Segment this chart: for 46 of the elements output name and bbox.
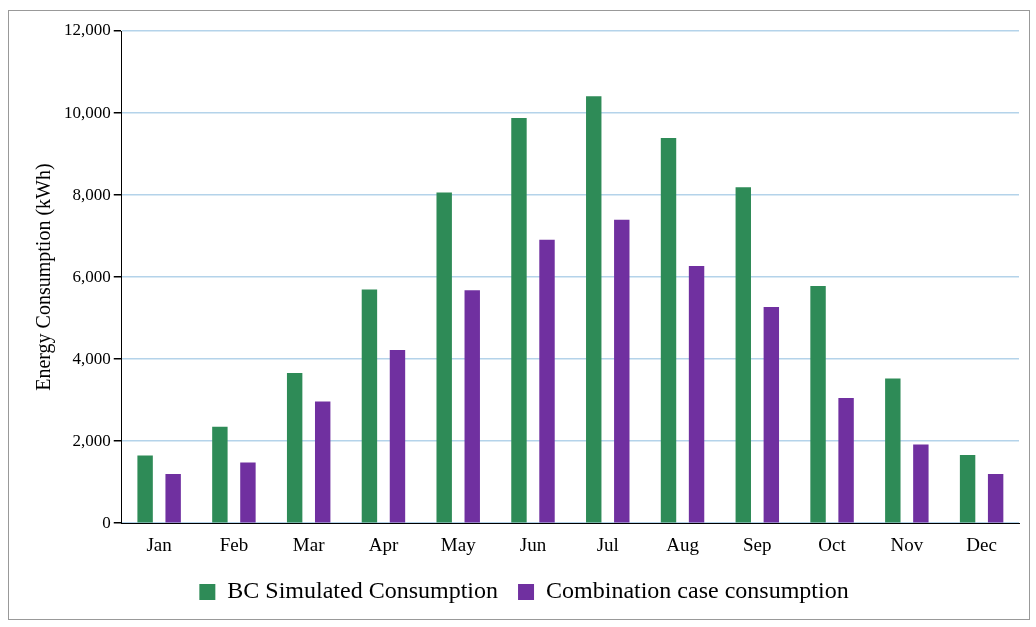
y-tick-label: 4,000 bbox=[72, 348, 111, 368]
x-tick-label: Jul bbox=[596, 533, 619, 555]
bar bbox=[436, 192, 452, 523]
bar bbox=[614, 219, 630, 523]
y-axis-title: Energy Consumption (kWh) bbox=[32, 163, 56, 391]
y-tick-label: 10,000 bbox=[64, 102, 111, 122]
bar bbox=[165, 473, 181, 523]
bar bbox=[735, 187, 751, 523]
legend-label: BC Simulated Consumption bbox=[227, 577, 499, 604]
bar bbox=[389, 350, 406, 523]
x-tick-label: Aug bbox=[666, 533, 700, 555]
y-tick-label: 6,000 bbox=[72, 266, 111, 286]
bar bbox=[464, 290, 480, 523]
bar bbox=[240, 462, 256, 523]
x-tick-label: May bbox=[440, 533, 477, 555]
bar bbox=[913, 444, 929, 523]
y-tick-label: 0 bbox=[102, 512, 111, 532]
bar bbox=[688, 266, 705, 523]
bar bbox=[314, 401, 331, 523]
bar bbox=[660, 138, 677, 523]
y-tick-label: 2,000 bbox=[72, 430, 111, 450]
bar bbox=[539, 239, 555, 523]
bar bbox=[137, 455, 153, 523]
bar bbox=[763, 307, 780, 523]
x-tick-label: Jan bbox=[146, 533, 173, 555]
bar bbox=[286, 373, 303, 523]
bar bbox=[810, 286, 826, 523]
bar bbox=[987, 473, 1004, 523]
y-tick-label: 12,000 bbox=[64, 20, 111, 40]
x-tick-label: Apr bbox=[368, 533, 399, 555]
x-tick-label: Mar bbox=[292, 533, 326, 555]
bar bbox=[361, 289, 378, 523]
bar bbox=[212, 426, 228, 523]
x-tick-label: Jun bbox=[519, 533, 547, 555]
bar bbox=[586, 96, 602, 523]
bar bbox=[885, 378, 901, 523]
y-tick-label: 8,000 bbox=[72, 184, 111, 204]
x-tick-label: Nov bbox=[890, 533, 924, 555]
bar bbox=[959, 455, 976, 523]
x-tick-label: Dec bbox=[966, 533, 997, 555]
bar bbox=[838, 398, 854, 523]
bar bbox=[511, 117, 527, 523]
legend-label: Combination case consumption bbox=[546, 577, 849, 604]
x-tick-label: Feb bbox=[219, 533, 249, 555]
x-tick-label: Oct bbox=[818, 533, 847, 555]
x-tick-label: Sep bbox=[743, 533, 772, 555]
